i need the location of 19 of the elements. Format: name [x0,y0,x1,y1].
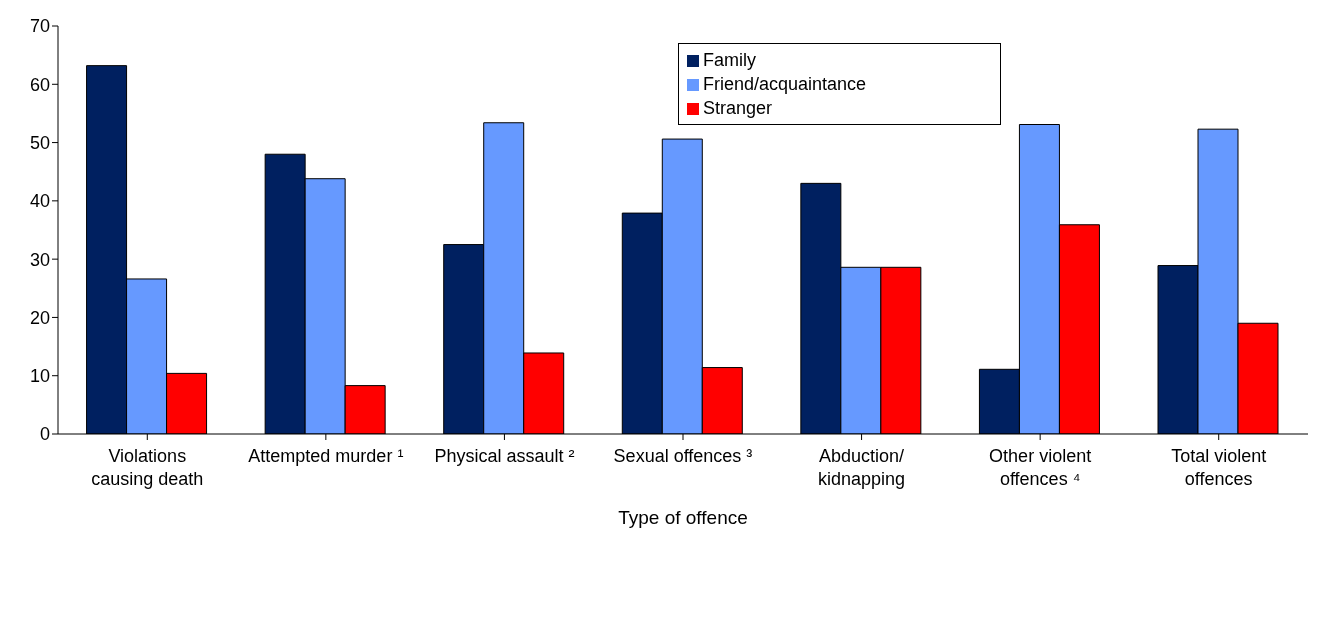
legend-label: Family [703,50,756,70]
y-tick-label: 70 [29,16,50,37]
x-tick-label: Total violent offences [1171,446,1267,489]
x-tick-label: Attempted murder ¹ [248,446,404,466]
x-tick-label: Violations causing death [91,446,204,489]
legend-label: Friend/acquaintance [703,74,867,94]
x-tick-label: Other violent offences ⁴ [989,446,1092,489]
y-tick-label: 40 [29,191,50,212]
x-tick-label: Abduction/ kidnapping [818,446,906,489]
x-axis-title: Type of offence [618,507,748,528]
y-tick-label: 20 [29,307,50,328]
legend-label: Stranger [703,98,773,118]
x-tick-label: Sexual offences ³ [613,446,753,466]
x-tick-label: Physical assault ² [434,446,575,466]
y-tick-label: 0 [39,424,50,445]
y-tick-label: 60 [29,74,50,95]
y-tick-label: 10 [29,366,50,387]
y-tick-label: 30 [29,249,50,270]
y-tick-label: 50 [29,132,50,153]
